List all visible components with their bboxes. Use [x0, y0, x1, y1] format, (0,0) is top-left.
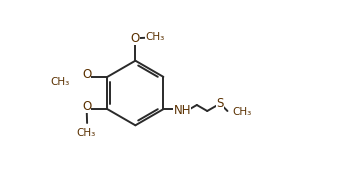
Text: O: O [82, 100, 92, 113]
Text: CH₃: CH₃ [76, 128, 96, 138]
Text: CH₃: CH₃ [50, 77, 70, 87]
Text: CH₃: CH₃ [145, 32, 164, 42]
Text: CH₃: CH₃ [232, 107, 251, 117]
Text: NH: NH [174, 105, 191, 118]
Text: O: O [82, 68, 92, 81]
Text: O: O [131, 32, 140, 45]
Text: S: S [216, 97, 224, 110]
